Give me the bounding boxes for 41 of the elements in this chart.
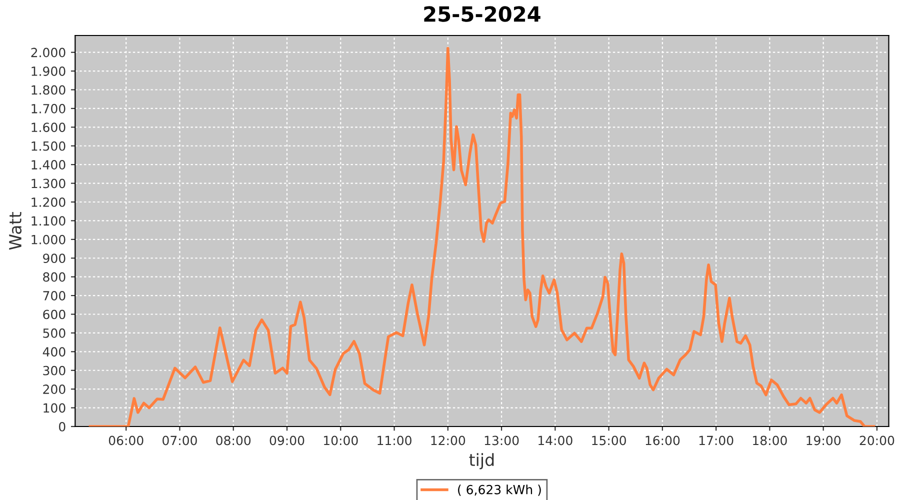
y-tick-label: 600 [43,310,66,320]
y-tick-label: 800 [43,272,66,282]
y-tick-label: 1.000 [32,234,66,244]
chart-title: 25-5-2024 [424,6,540,22]
y-tick-label: 400 [42,347,66,357]
x-tick-label: 07:00 [162,436,197,446]
y-tick-label: 1.500 [32,141,66,151]
x-tick-label: 15:00 [592,436,626,446]
x-tick-label: 09:00 [270,436,304,446]
y-tick-label: 1.600 [32,122,66,132]
x-tick-label: 18:00 [753,436,787,446]
x-tick-label: 19:00 [806,436,840,446]
y-tick-label: 500 [43,328,66,338]
y-tick-label: 1.400 [32,160,66,170]
legend-label: ( 6,623 kWh ) [458,484,541,496]
y-tick-label: 2.000 [31,48,66,58]
x-tick-label: 17:00 [699,436,734,446]
y-tick-label: 1.100 [32,216,66,226]
y-tick-label: 300 [43,366,66,376]
x-tick-label: 13:00 [484,436,519,446]
y-tick-label: 1.800 [32,85,66,95]
x-tick-label: 14:00 [538,436,572,446]
x-tick-label: 20:00 [860,436,894,446]
x-tick-label: 06:00 [108,436,144,446]
y-tick-label: 200 [43,384,66,394]
x-tick-label: 16:00 [646,436,680,446]
x-tick-label: 08:00 [216,436,251,446]
line-series [88,46,876,426]
y-tick-label: 700 [43,291,66,300]
y-tick-label: 1.900 [32,66,66,76]
x-axis-title: tijd [469,453,494,470]
y-tick-label: 1.700 [32,104,66,114]
y-axis-title: Watt [9,212,22,250]
y-tick-label: 900 [43,254,66,264]
y-tick-label: 0 [58,422,66,432]
x-tick-label: 11:00 [378,436,412,446]
y-tick-label: 1.200 [32,197,66,207]
x-tick-label: 10:00 [324,436,358,446]
x-tick-label: 12:00 [431,436,466,446]
y-tick-label: 100 [44,403,66,413]
y-tick-label: 1.300 [32,178,66,188]
